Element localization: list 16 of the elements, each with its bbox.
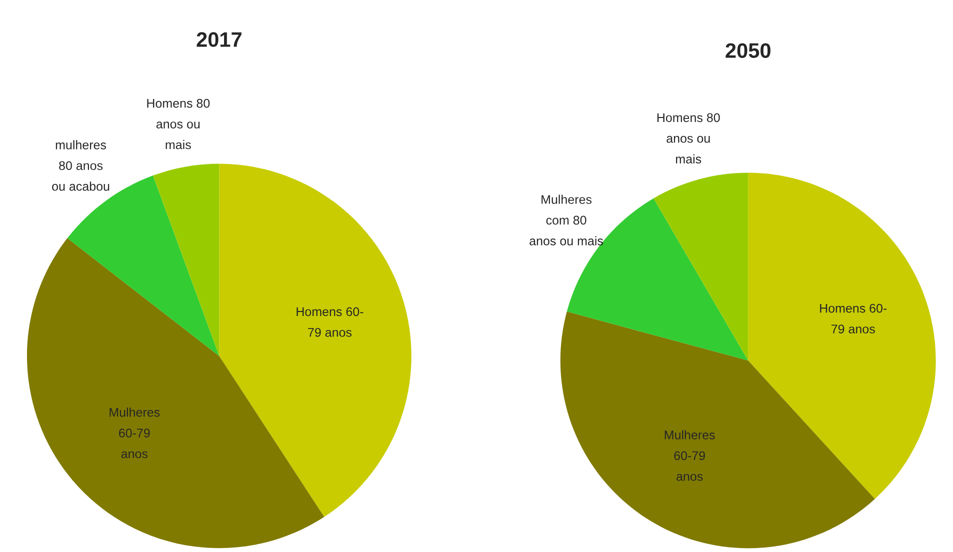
slice-label: Homens 80 anos ou mais	[147, 98, 210, 150]
chart-title: 2050	[726, 43, 770, 58]
slice-label: Mulheres com 80 anos ou mais	[530, 194, 603, 246]
slice-label: Mulheres 60-79 anos	[110, 408, 160, 458]
pie-slice	[219, 164, 412, 517]
slice-label: Homens 80 anos ou mais	[657, 113, 720, 164]
pie-slice	[67, 176, 220, 356]
pie-slice	[654, 172, 748, 361]
slice-label: mulheres 80 anos ou acabou	[52, 140, 110, 191]
chart-title: 2017	[196, 32, 242, 47]
slice-label: Mulheres 60-79 anos	[664, 430, 715, 481]
pie-slice	[560, 312, 875, 548]
slice-label: Homens 60- 79 anos	[820, 304, 887, 334]
slice-label: Homens 60- 79 anos	[296, 307, 364, 337]
pie-slice	[748, 172, 936, 499]
pie-slice	[152, 164, 220, 356]
